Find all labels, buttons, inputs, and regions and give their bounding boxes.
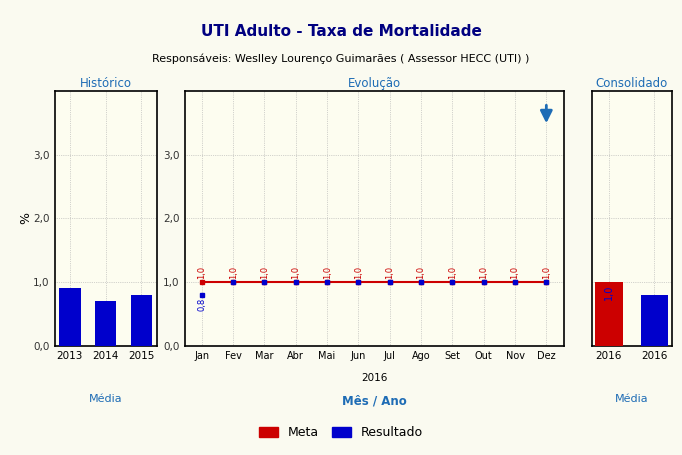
Text: 2016: 2016 bbox=[361, 374, 387, 384]
Text: 1,0: 1,0 bbox=[228, 266, 237, 279]
Text: 0,8: 0,8 bbox=[136, 298, 146, 313]
Text: UTI Adulto - Taxa de Mortalidade: UTI Adulto - Taxa de Mortalidade bbox=[201, 25, 481, 39]
Bar bbox=[59, 288, 80, 346]
Text: 1,0: 1,0 bbox=[542, 266, 551, 279]
Text: 1,0: 1,0 bbox=[291, 266, 300, 279]
Text: Média: Média bbox=[615, 394, 649, 404]
Text: 0,7: 0,7 bbox=[100, 304, 110, 319]
Text: Média: Média bbox=[89, 394, 122, 404]
Bar bbox=[95, 301, 116, 346]
Text: 0,9: 0,9 bbox=[65, 291, 75, 306]
Y-axis label: %: % bbox=[19, 212, 32, 224]
Text: 0,8: 0,8 bbox=[197, 298, 207, 311]
Text: 1,0: 1,0 bbox=[417, 266, 426, 279]
Bar bbox=[130, 295, 152, 346]
Legend: Meta, Resultado: Meta, Resultado bbox=[254, 421, 428, 444]
Text: 1,0: 1,0 bbox=[479, 266, 488, 279]
Title: Evolução: Evolução bbox=[348, 77, 400, 90]
Text: Mês / Ano: Mês / Ano bbox=[342, 394, 406, 407]
Text: 1,0: 1,0 bbox=[197, 266, 207, 279]
Title: Consolidado: Consolidado bbox=[595, 77, 668, 90]
Text: 1,0: 1,0 bbox=[323, 266, 331, 279]
Text: 1,0: 1,0 bbox=[354, 266, 363, 279]
Text: 1,0: 1,0 bbox=[604, 285, 614, 300]
Text: 0,8: 0,8 bbox=[649, 298, 659, 313]
Text: 1,0: 1,0 bbox=[385, 266, 394, 279]
Title: Histórico: Histórico bbox=[80, 77, 132, 90]
Text: 1,0: 1,0 bbox=[448, 266, 457, 279]
Text: Responsáveis: Weslley Lourenço Guimarães ( Assessor HECC (UTI) ): Responsáveis: Weslley Lourenço Guimarães… bbox=[152, 54, 530, 65]
Bar bbox=[641, 295, 668, 346]
Bar bbox=[595, 282, 623, 346]
Text: 1,0: 1,0 bbox=[260, 266, 269, 279]
Text: 1,0: 1,0 bbox=[511, 266, 520, 279]
